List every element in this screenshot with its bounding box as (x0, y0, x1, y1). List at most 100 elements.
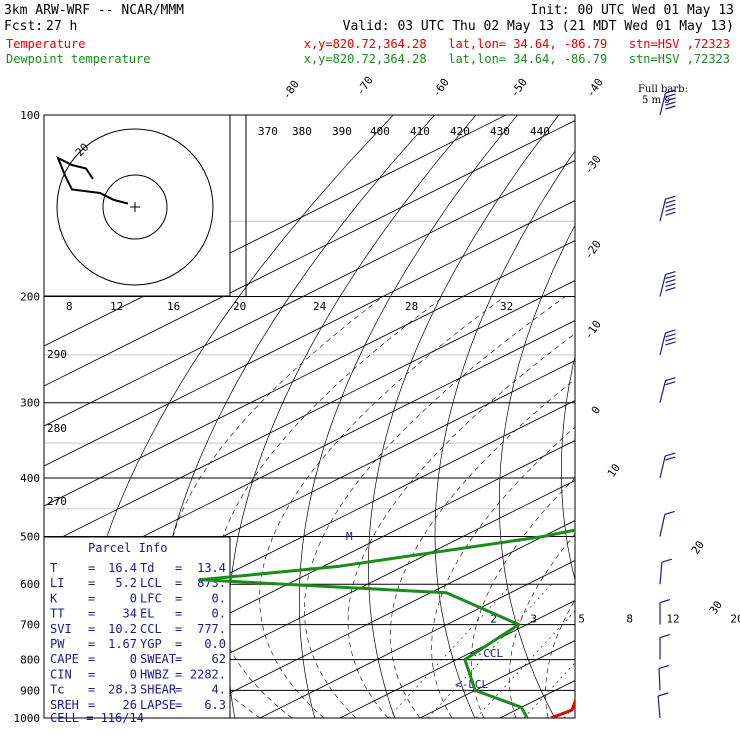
parcel-info-cell: = (88, 683, 95, 697)
isotherm (44, 280, 575, 547)
temperature-info: x,y=820.72,364.28 lat,lon= 34.64, -86.79… (304, 37, 730, 51)
mixing-ratio-label: 2 (490, 613, 497, 626)
parcel-info-cell: LFC (140, 591, 162, 605)
pressure-tick-label: 600 (20, 578, 40, 591)
dry-adiabat (561, 355, 575, 582)
parcel-info-cell: = (88, 622, 95, 636)
parcel-cell: CELL = 116/14 (50, 711, 144, 725)
wind-barb (659, 558, 673, 585)
hodograph-speed-label: 20 (233, 300, 246, 313)
parcel-info-cell: 2282. (190, 667, 226, 681)
parcel-info-cell: = (175, 561, 182, 575)
moist-adiabat (508, 533, 575, 718)
parcel-info-cell: Td (140, 561, 154, 575)
windbarb-title: Full barb: (638, 84, 688, 95)
pressure-tick-label: 500 (20, 530, 40, 543)
parcel-info-cell: 6.3 (204, 698, 226, 712)
parcel-info-cell: CIN (50, 667, 72, 681)
parcel-info-cell: HWBZ (140, 667, 169, 681)
parcel-info-cell: SREH (50, 698, 79, 712)
parcel-info-title: Parcel Info (88, 541, 167, 555)
isotherm (99, 480, 575, 718)
pressure-tick-label: 900 (20, 684, 40, 697)
wind-barb (659, 89, 676, 116)
theta-label: 440 (530, 125, 550, 138)
isotherm (44, 320, 575, 587)
parcel-info-cell: LAPSE (140, 698, 176, 712)
moist-adiabat (390, 378, 575, 718)
level-marker: M (346, 530, 353, 543)
wind-barb (659, 599, 671, 625)
isotherm (179, 520, 575, 718)
theta-label: 380 (292, 125, 312, 138)
parcel-info-cell: CAPE (50, 652, 79, 666)
isotherm-label: -10 (582, 318, 604, 342)
isotherm-label: -60 (430, 76, 452, 100)
temperature-label: Temperature (6, 37, 85, 51)
sounding-traces (198, 528, 575, 718)
mixing-ratio-line (427, 584, 552, 718)
parcel-info-cell: EL (140, 607, 154, 621)
parcel-info-cell: 777. (197, 622, 226, 636)
parcel-info-cell: = (88, 591, 95, 605)
parcel-info-rows: T = 16.4 Td = 13.4LI = 5.2 LCL = 873.K = 0 LFC = 0.TT = 3… (50, 561, 226, 712)
parcel-info-cell: 16.4 (108, 561, 137, 575)
theta-label: 390 (332, 125, 352, 138)
isotherm-label: 0 (589, 404, 603, 417)
theta-label: 410 (410, 125, 430, 138)
theta-left-label: 270 (47, 495, 67, 508)
parcel-info-cell: 1.67 (108, 637, 137, 651)
plot-frame (43, 114, 576, 719)
wind-barbs (657, 89, 676, 719)
model-title: 3km ARW-WRF -- NCAR/MMM (4, 3, 184, 18)
parcel-info-cell: T (50, 561, 57, 575)
parcel-info-cell: 0 (130, 591, 137, 605)
fcst-label: Fcst: (4, 19, 43, 34)
pressure-tick-label: 1000 (14, 712, 41, 725)
parcel-info-cell: = (88, 576, 95, 590)
isotherm-label: -30 (582, 153, 604, 177)
wind-barb (657, 692, 669, 719)
init-time: Init: 00 UTC Wed 01 May 13 (531, 3, 735, 18)
parcel-info-cell: 0.0 (204, 637, 226, 651)
wind-barb (659, 633, 671, 660)
moist-adiabat (545, 599, 575, 718)
wind-barb (659, 195, 676, 222)
wind-barb (659, 510, 675, 537)
isotherm-label: -70 (354, 74, 376, 98)
windbarb-units: 5 m s (642, 95, 669, 106)
moist-adiabat (644, 297, 740, 719)
parcel-info-cell: Tc (50, 683, 64, 697)
parcel-info-cell: = (88, 607, 95, 621)
mixing-ratio-label: 3 (530, 613, 537, 626)
parcel-info-cell: SWEAT (140, 652, 176, 666)
mixing-ratio-line (563, 705, 575, 718)
parcel-info-cell: = (175, 607, 182, 621)
theta-left-label: 280 (47, 422, 67, 435)
wind-barb (659, 377, 676, 403)
hodograph-speed-label: 24 (313, 300, 327, 313)
dry-adiabat (498, 224, 575, 718)
mixing-ratio-label: 5 (578, 613, 585, 626)
wind-barb (659, 329, 676, 356)
parcel-info-cell: = (175, 576, 182, 590)
mixing-ratio-line (523, 662, 575, 718)
parcel-info-cell: 0 (130, 667, 137, 681)
isotherm-label: -40 (584, 76, 606, 100)
parcel-info-cell: = (88, 667, 95, 681)
mixing-ratio-line (628, 584, 740, 718)
hodograph-ring-inner (102, 174, 168, 240)
parcel-info-cell: LCL (140, 576, 162, 590)
dry-adiabat (298, 115, 518, 718)
isotherm-label: 20 (689, 538, 707, 556)
isotherm (419, 640, 575, 718)
parcel-info-cell: SHEAR (140, 683, 177, 697)
valid-time: Valid: 03 UTC Thu 02 May 13 (21 MDT Wed … (343, 19, 734, 34)
mixing-ratio-label: 20 (730, 613, 740, 626)
parcel-info-cell: = (88, 698, 95, 712)
moist-adiabat (347, 333, 575, 718)
parcel-info-cell: = (88, 561, 95, 575)
isotherm (44, 200, 575, 467)
dewpoint-trace (198, 528, 575, 718)
isotherm-label: -20 (582, 238, 604, 262)
